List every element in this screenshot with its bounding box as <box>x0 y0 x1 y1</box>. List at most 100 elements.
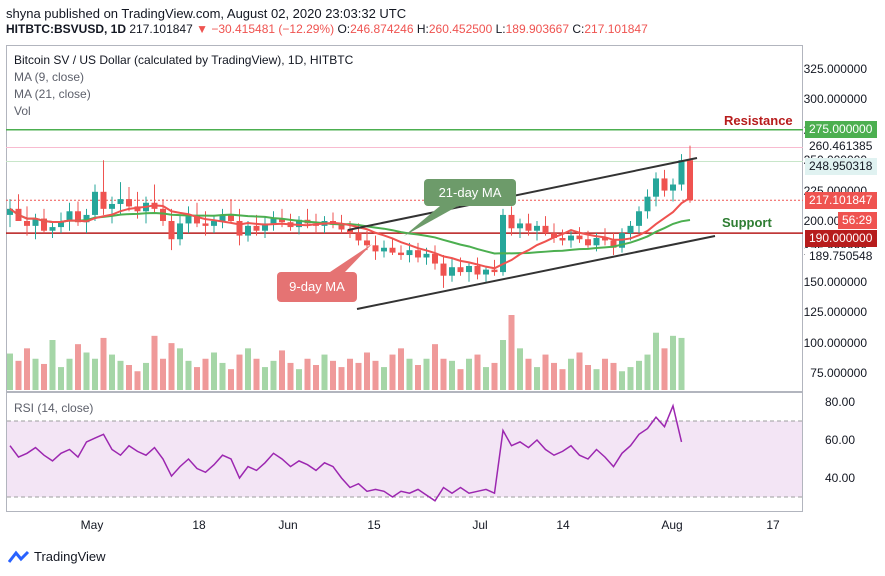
volume-bar <box>449 360 455 390</box>
candle-body <box>41 218 47 231</box>
volume-bar <box>7 353 13 390</box>
volume-bar <box>568 358 574 390</box>
tradingview-icon <box>8 550 30 563</box>
close-key: C: <box>572 22 585 36</box>
ma21-legend[interactable]: MA (21, close) <box>14 87 91 101</box>
volume-bar <box>245 348 251 390</box>
rsi-line <box>9 403 683 502</box>
price-axis-label: 325.000000 <box>803 62 867 76</box>
volume-bar <box>636 360 642 390</box>
candle-body <box>296 219 302 228</box>
volume-bar <box>304 358 311 390</box>
support-label: Support <box>722 215 772 230</box>
candle-body <box>109 203 115 209</box>
candle-body <box>7 208 13 215</box>
volume-bar <box>517 348 523 390</box>
volume-bar <box>75 344 81 390</box>
candle-body <box>177 223 183 240</box>
volume-bar <box>15 360 22 390</box>
candle-body <box>262 223 268 231</box>
open-value: 246.874246 <box>350 22 414 36</box>
volume-bar <box>219 362 226 390</box>
brand-name: TradingView <box>34 549 106 564</box>
price-axis-label: 100.000000 <box>803 335 867 350</box>
last-price-tag: 217.101847 <box>805 192 877 209</box>
candle-body <box>474 265 481 275</box>
volume-bar <box>338 367 345 390</box>
candle-body <box>92 191 98 215</box>
price-axis-label: 75.000000 <box>810 366 867 380</box>
high-price-tag: 260.461385 <box>805 138 877 155</box>
resistance-price-tag: 275.000000 <box>805 121 877 138</box>
ma9-legend[interactable]: MA (9, close) <box>14 70 85 84</box>
candle-body <box>491 269 498 273</box>
open-key: O: <box>337 22 351 36</box>
candle-body <box>381 247 387 252</box>
candle-body <box>593 238 600 246</box>
close-value: 217.101847 <box>584 22 648 36</box>
candle-body <box>364 240 370 246</box>
volume-bar <box>661 348 668 390</box>
candle-body <box>670 184 676 191</box>
candle-body <box>58 221 64 228</box>
time-axis-label: Aug <box>661 518 683 532</box>
volume-bar <box>253 358 260 390</box>
candle-body <box>100 191 107 209</box>
symbol-label[interactable]: HITBTC:BSVUSD, 1D <box>6 22 127 36</box>
volume-bar <box>398 348 404 390</box>
tradingview-logo[interactable]: TradingView <box>8 549 106 564</box>
candle-body <box>576 235 583 240</box>
candle-body <box>372 245 379 252</box>
price-axis-label: 125.000000 <box>803 305 867 320</box>
volume-bar <box>168 343 175 390</box>
candle-body <box>559 238 566 241</box>
volume-bar <box>619 371 625 390</box>
candle-body <box>245 225 251 236</box>
volume-bar <box>500 340 506 390</box>
candle-body <box>661 178 668 191</box>
candle-body <box>253 225 260 231</box>
volume-bar <box>313 365 319 390</box>
volume-bar <box>474 354 481 390</box>
candle-body <box>126 199 132 207</box>
candle-body <box>423 253 430 258</box>
volume-bar <box>670 335 676 390</box>
rsi-legend[interactable]: RSI (14, close) <box>14 401 94 415</box>
candle-body <box>202 223 209 226</box>
volume-bar <box>185 360 192 390</box>
volume-bar <box>355 362 362 390</box>
volume-bar <box>194 367 200 390</box>
volume-bar <box>364 352 370 390</box>
volume-bar <box>49 340 56 390</box>
candle-body <box>236 221 243 236</box>
ma9-line <box>9 197 691 270</box>
vol-legend[interactable]: Vol <box>14 104 31 118</box>
support-price-tag: 190.000000 <box>805 230 877 247</box>
candle-body <box>228 214 234 221</box>
candle-body <box>211 221 217 226</box>
volume-bar <box>66 358 73 390</box>
volume-bar <box>32 358 39 390</box>
candle-body <box>32 218 39 226</box>
candle-body <box>551 233 557 239</box>
time-axis-label: 18 <box>192 518 206 532</box>
volume-bar <box>211 352 217 390</box>
high-value: 260.452500 <box>428 22 493 36</box>
volume-bar <box>279 350 285 390</box>
volume-bar <box>117 360 124 390</box>
publish-info: shyna published on TradingView.com, Augu… <box>6 6 407 21</box>
rsi-pane-frame <box>6 392 803 512</box>
ma9-callout: 9-day MA <box>277 272 357 302</box>
volume-bar <box>653 332 659 390</box>
time-axis-label: 15 <box>367 518 381 532</box>
volume-bar <box>585 365 591 390</box>
volume-bar <box>491 362 498 390</box>
ma9-price-tag: 248.950318 <box>805 158 877 175</box>
volume-bar <box>262 367 268 390</box>
candle-body <box>389 247 396 253</box>
low-key: L: <box>495 22 506 36</box>
volume-bar <box>330 360 336 390</box>
candle-body <box>49 227 56 231</box>
main-pane-frame <box>6 45 803 392</box>
